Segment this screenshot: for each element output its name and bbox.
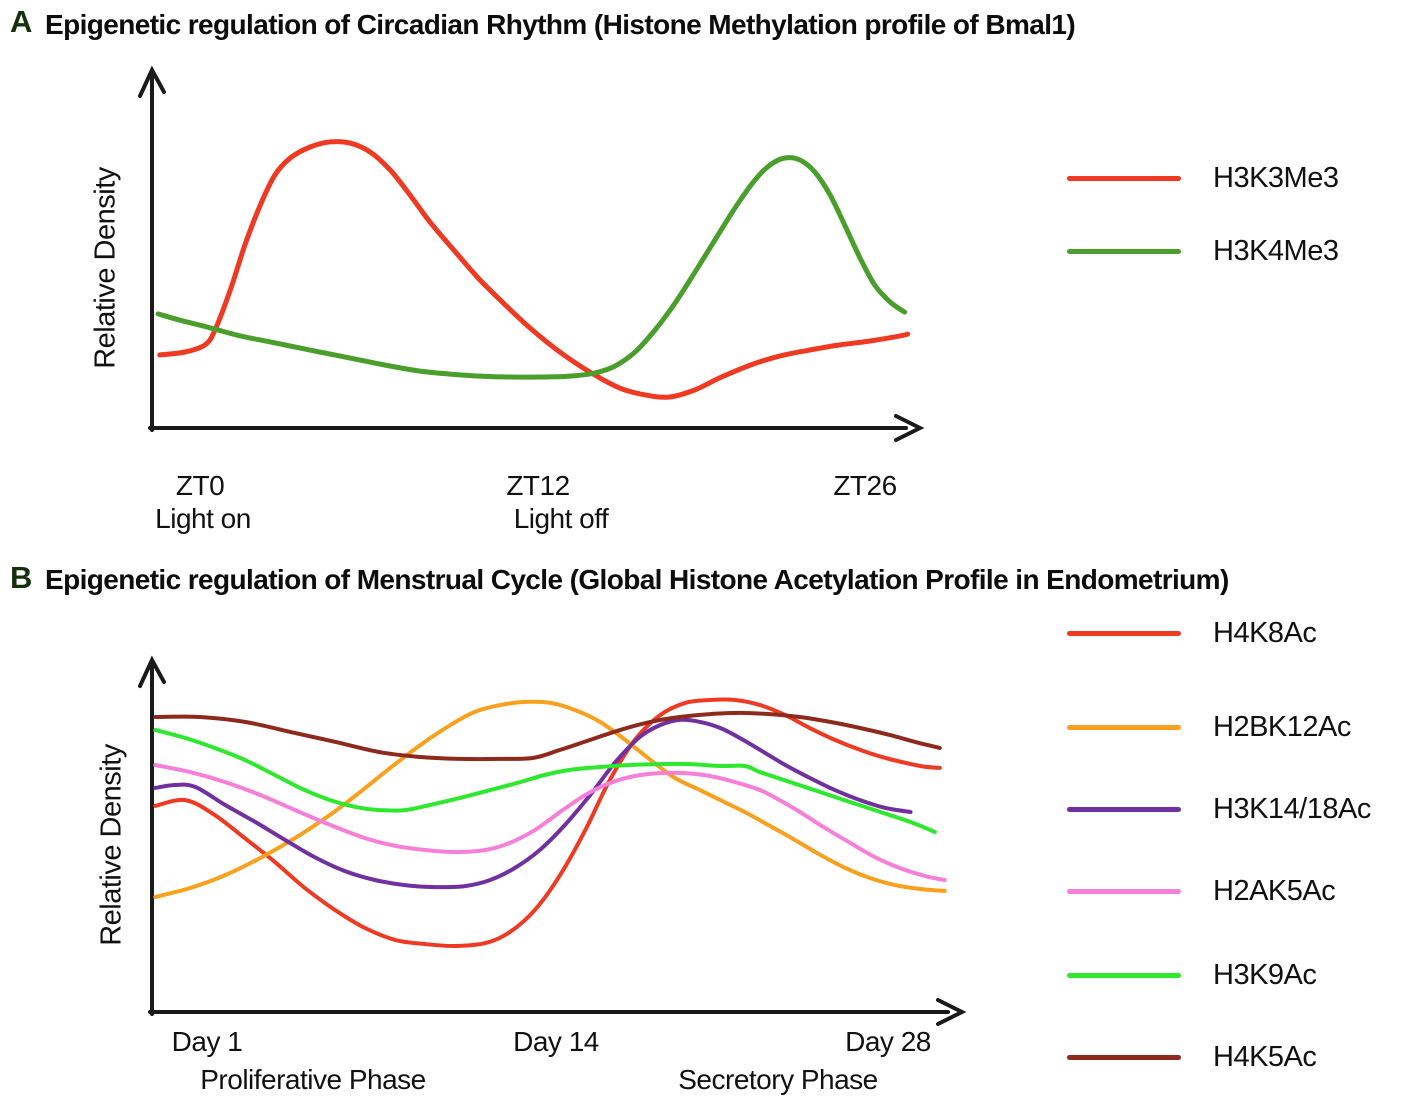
panel-a-tick-zt26: ZT26: [833, 470, 897, 501]
panel-b-ylabel: Relative Density: [95, 744, 128, 946]
series-line-h4k8ac: [153, 697, 942, 949]
h4k5ac-line-swatch: [1067, 1054, 1181, 1060]
panel-b-tick-day28: Day 28: [845, 1026, 931, 1057]
legend-label-h3k9ac: H3K9Ac: [1213, 958, 1317, 991]
legend-label-h4k8ac: H4K8Ac: [1213, 616, 1317, 649]
legend-label-h2ak5ac: H2AK5Ac: [1213, 874, 1336, 907]
panel-b-tick-day1: Day 1: [171, 1026, 243, 1057]
legend-label-h2bk12ac: H2BK12Ac: [1213, 710, 1351, 743]
series-line-h3k9ac: [153, 727, 937, 834]
panel-b-x-arrow-icon: [936, 998, 967, 1026]
panel-b-y-arrow-icon: [138, 655, 166, 688]
legend-label-h3k4me3: H3K4Me3: [1213, 234, 1339, 267]
legend-item-h3k4me3: H3K4Me3: [1067, 232, 1339, 270]
h2bk12ac-line-swatch: [1067, 724, 1181, 730]
panel-a-ylabel: Relative Density: [89, 167, 122, 369]
panel-a-tick-zt0: ZT0: [175, 470, 225, 501]
legend-item-h3k9ac: H3K9Ac: [1067, 956, 1317, 994]
series-line-h3k3me3: [157, 139, 911, 400]
panel-a-letter: A: [10, 4, 32, 39]
panel-a-series: [155, 139, 911, 400]
series-line-h2ak5ac: [153, 763, 947, 882]
panel-a-y-arrow-icon: [138, 65, 166, 98]
legend-item-h3k3me3: H3K3Me3: [1067, 159, 1339, 197]
series-line-h4k5ac: [153, 710, 942, 762]
series-line-h3k4me3: [155, 155, 908, 380]
panel-b-axes: [138, 655, 967, 1026]
panel-b-letter: B: [10, 560, 32, 595]
h3k3me3-line-swatch: [1067, 175, 1181, 181]
panel-b-series: [153, 697, 947, 949]
panel-a-title: Epigenetic regulation of Circadian Rhyth…: [45, 9, 1076, 40]
legend-item-h2bk12ac: H2BK12Ac: [1067, 708, 1351, 746]
panel-b-tick-day14: Day 14: [513, 1026, 599, 1057]
legend-item-h4k5ac: H4K5Ac: [1067, 1038, 1317, 1076]
series-line-h3k14-18ac: [153, 717, 913, 890]
panel-a-tick-zt12: ZT12: [506, 470, 570, 501]
panel-a-tick-zt0-sublabel: Light on: [155, 503, 251, 534]
legend-label-h3k14-18ac: H3K14/18Ac: [1213, 792, 1371, 825]
h4k8ac-line-swatch: [1067, 630, 1181, 636]
panel-a-tick-zt12-sublabel: Light off: [513, 503, 609, 534]
panel-b-phase-secretory: Secretory Phase: [678, 1064, 878, 1095]
h3k14-18ac-line-swatch: [1067, 806, 1181, 812]
legend-label-h3k3me3: H3K3Me3: [1213, 161, 1339, 194]
legend-item-h4k8ac: H4K8Ac: [1067, 614, 1317, 652]
h3k4me3-line-swatch: [1067, 248, 1181, 254]
legend-label-h4k5ac: H4K5Ac: [1213, 1040, 1317, 1073]
series-line-h2bk12ac: [153, 699, 947, 899]
panel-a-axes: [138, 65, 925, 442]
legend-item-h2ak5ac: H2AK5Ac: [1067, 872, 1336, 910]
panel-b-title: Epigenetic regulation of Menstrual Cycle…: [45, 564, 1229, 595]
legend-item-h3k14-18ac: H3K14/18Ac: [1067, 790, 1371, 828]
panel-b-phase-proliferative: Proliferative Phase: [200, 1064, 426, 1095]
h3k9ac-line-swatch: [1067, 972, 1181, 978]
h2ak5ac-line-swatch: [1067, 888, 1181, 894]
panel-a-x-arrow-icon: [894, 414, 925, 442]
